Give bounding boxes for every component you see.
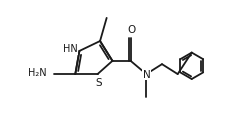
Text: HN: HN	[63, 44, 78, 54]
Text: N: N	[143, 70, 151, 80]
Text: H₂N: H₂N	[28, 68, 46, 78]
Text: S: S	[95, 78, 102, 88]
Text: O: O	[127, 25, 136, 35]
